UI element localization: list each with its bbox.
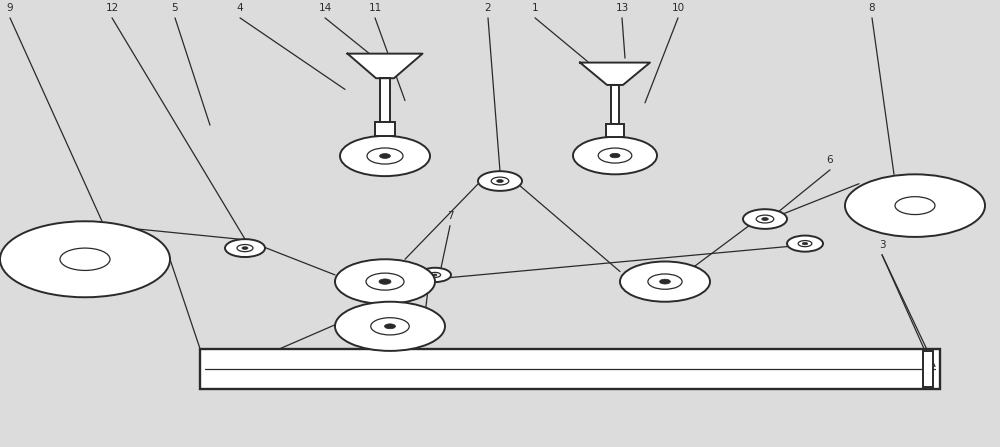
Polygon shape <box>580 63 650 85</box>
Polygon shape <box>348 54 422 78</box>
Text: 5: 5 <box>172 4 178 13</box>
Circle shape <box>660 279 670 284</box>
Circle shape <box>335 302 445 351</box>
Circle shape <box>573 137 657 174</box>
Circle shape <box>379 279 391 284</box>
Circle shape <box>743 209 787 229</box>
Bar <box>380 78 390 122</box>
Circle shape <box>478 171 522 191</box>
Text: 1: 1 <box>532 4 538 13</box>
Circle shape <box>802 242 808 245</box>
Circle shape <box>225 239 265 257</box>
Bar <box>375 122 395 136</box>
Circle shape <box>787 236 823 252</box>
Circle shape <box>335 259 435 304</box>
Bar <box>611 85 619 124</box>
Circle shape <box>0 221 170 297</box>
Bar <box>200 349 940 389</box>
Text: 8: 8 <box>869 4 875 13</box>
Text: 6: 6 <box>827 156 833 165</box>
Circle shape <box>610 153 620 158</box>
Text: 13: 13 <box>615 4 629 13</box>
Circle shape <box>419 268 451 282</box>
Text: 10: 10 <box>671 4 685 13</box>
Circle shape <box>340 136 430 176</box>
Text: 12: 12 <box>105 4 119 13</box>
Bar <box>606 124 624 137</box>
Circle shape <box>384 324 396 329</box>
Circle shape <box>620 261 710 302</box>
Text: 14: 14 <box>318 4 332 13</box>
Text: 3: 3 <box>879 240 885 250</box>
Text: 2: 2 <box>485 4 491 13</box>
Text: 4: 4 <box>237 4 243 13</box>
Circle shape <box>380 154 390 158</box>
Bar <box>923 351 933 387</box>
Circle shape <box>845 174 985 237</box>
Circle shape <box>433 274 437 276</box>
Text: 9: 9 <box>7 4 13 13</box>
Circle shape <box>762 218 768 220</box>
Circle shape <box>497 180 503 182</box>
Text: 7: 7 <box>447 211 453 221</box>
Circle shape <box>242 247 248 249</box>
Text: 11: 11 <box>368 4 382 13</box>
